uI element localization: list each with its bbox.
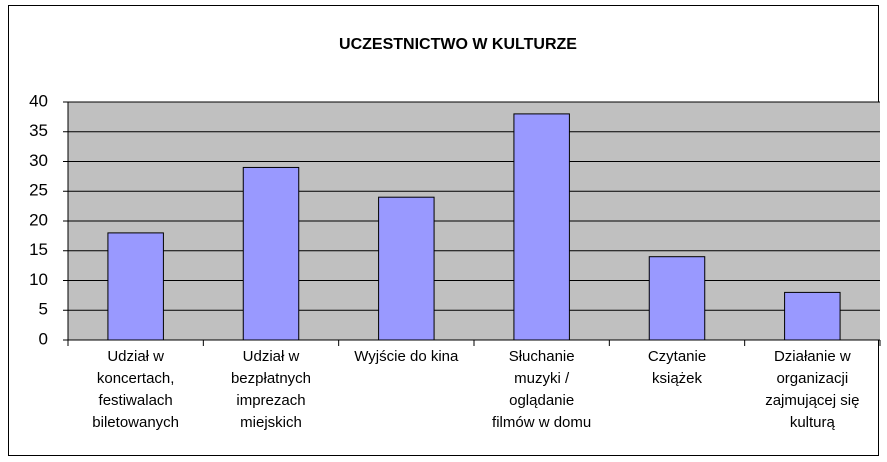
chart-title: UCZESTNICTWO W KULTURZE [339,36,577,53]
y-tick-label: 35 [29,121,48,140]
y-tick-label: 25 [29,181,48,200]
x-tick-label: Czytanie książek [647,348,707,387]
x-tick-label: Udział w koncertach, festiwalach biletow… [92,348,180,431]
bar [378,196,435,341]
bar [513,113,570,341]
bar [107,232,164,341]
y-tick-label: 30 [29,151,48,170]
y-tick-label: 10 [29,270,48,289]
bar [784,291,841,341]
x-tick-label: Działanie w organizacji zajmującej się k… [765,348,860,431]
bar [648,256,706,341]
bar [242,166,300,341]
y-tick-label: 5 [39,300,48,319]
y-tick-label: 15 [29,240,48,259]
y-tick-label: 20 [29,210,48,229]
x-tick-label: Udział w bezpłatnych imprezach miejskich [230,348,312,431]
y-tick-label: 40 [29,91,48,110]
x-tick-label: Słuchanie muzyki / oglądanie filmów w do… [492,348,592,431]
y-tick-label: 0 [39,329,48,348]
x-tick-label: Wyjście do kina [354,348,459,365]
